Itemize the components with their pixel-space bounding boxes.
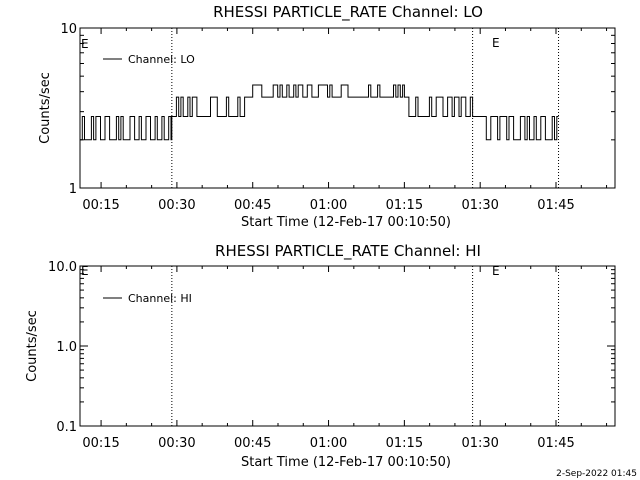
panel-lo-x-tick-label: 01:15 bbox=[386, 198, 423, 213]
panel-hi: RHESSI PARTICLE_RATE Channel: HI 00:15 00… bbox=[25, 242, 616, 470]
panel-lo-title: RHESSI PARTICLE_RATE Channel: LO bbox=[213, 3, 483, 22]
panel-hi-y-axis-label: Counts/sec bbox=[25, 310, 40, 382]
panel-lo-x-ticks: 00:15 00:30 00:45 01:00 01:15 01:30 01:45 bbox=[82, 28, 608, 213]
panel-lo-y-tick-label: 1 bbox=[69, 182, 77, 197]
panel-hi-x-tick-label: 01:00 bbox=[310, 436, 347, 451]
panel-lo-y-axis-label: Counts/sec bbox=[38, 72, 53, 144]
panel-lo-event-label-left: E bbox=[81, 37, 89, 51]
panel-lo-frame bbox=[79, 27, 616, 189]
panel-lo-series-line bbox=[80, 84, 559, 141]
panel-hi-x-tick-label: 00:30 bbox=[158, 436, 195, 451]
panel-hi-title: RHESSI PARTICLE_RATE Channel: HI bbox=[215, 242, 481, 261]
panel-hi-legend-label: Channel: HI bbox=[128, 292, 192, 305]
panel-lo-x-tick-label: 01:45 bbox=[537, 198, 574, 213]
panel-hi-y-tick-label: 0.1 bbox=[56, 420, 77, 435]
panel-hi-x-ticks: 00:15 00:30 00:45 01:00 01:15 01:30 01:45 bbox=[82, 266, 608, 451]
panel-lo-x-tick-label: 00:45 bbox=[234, 198, 271, 213]
panel-hi-x-tick-label: 01:15 bbox=[386, 436, 423, 451]
panel-hi-y-ticks: 0.1 1.0 10.0 bbox=[48, 260, 615, 435]
panel-hi-x-tick-label: 00:15 bbox=[82, 436, 119, 451]
panel-lo-y-ticks: 1 10 bbox=[60, 22, 615, 197]
panel-lo-x-tick-label: 00:15 bbox=[82, 198, 119, 213]
panel-lo-legend-label: Channel: LO bbox=[128, 53, 195, 66]
panel-hi-x-tick-label: 01:30 bbox=[461, 436, 498, 451]
panel-lo-x-tick-label: 00:30 bbox=[158, 198, 195, 213]
panel-lo: RHESSI PARTICLE_RATE Channel: LO 00:15 00… bbox=[38, 3, 616, 230]
panel-lo-event-label-right: E bbox=[492, 36, 500, 50]
panel-hi-event-label-left: E bbox=[81, 264, 89, 278]
panel-hi-y-tick-label: 10.0 bbox=[48, 260, 77, 275]
footer-timestamp: 2-Sep-2022 01:45 bbox=[556, 469, 637, 479]
panel-hi-y-tick-label: 1.0 bbox=[56, 340, 77, 355]
panel-hi-event-label-right: E bbox=[492, 264, 500, 278]
panel-lo-y-tick-label: 10 bbox=[60, 22, 77, 37]
panel-lo-x-tick-label: 01:30 bbox=[461, 198, 498, 213]
panel-lo-x-tick-label: 01:00 bbox=[310, 198, 347, 213]
panel-hi-x-axis-label: Start Time (12-Feb-17 00:10:50) bbox=[241, 455, 451, 470]
panel-lo-x-axis-label: Start Time (12-Feb-17 00:10:50) bbox=[241, 215, 451, 230]
panel-hi-x-tick-label: 00:45 bbox=[234, 436, 271, 451]
panel-hi-x-tick-label: 01:45 bbox=[537, 436, 574, 451]
